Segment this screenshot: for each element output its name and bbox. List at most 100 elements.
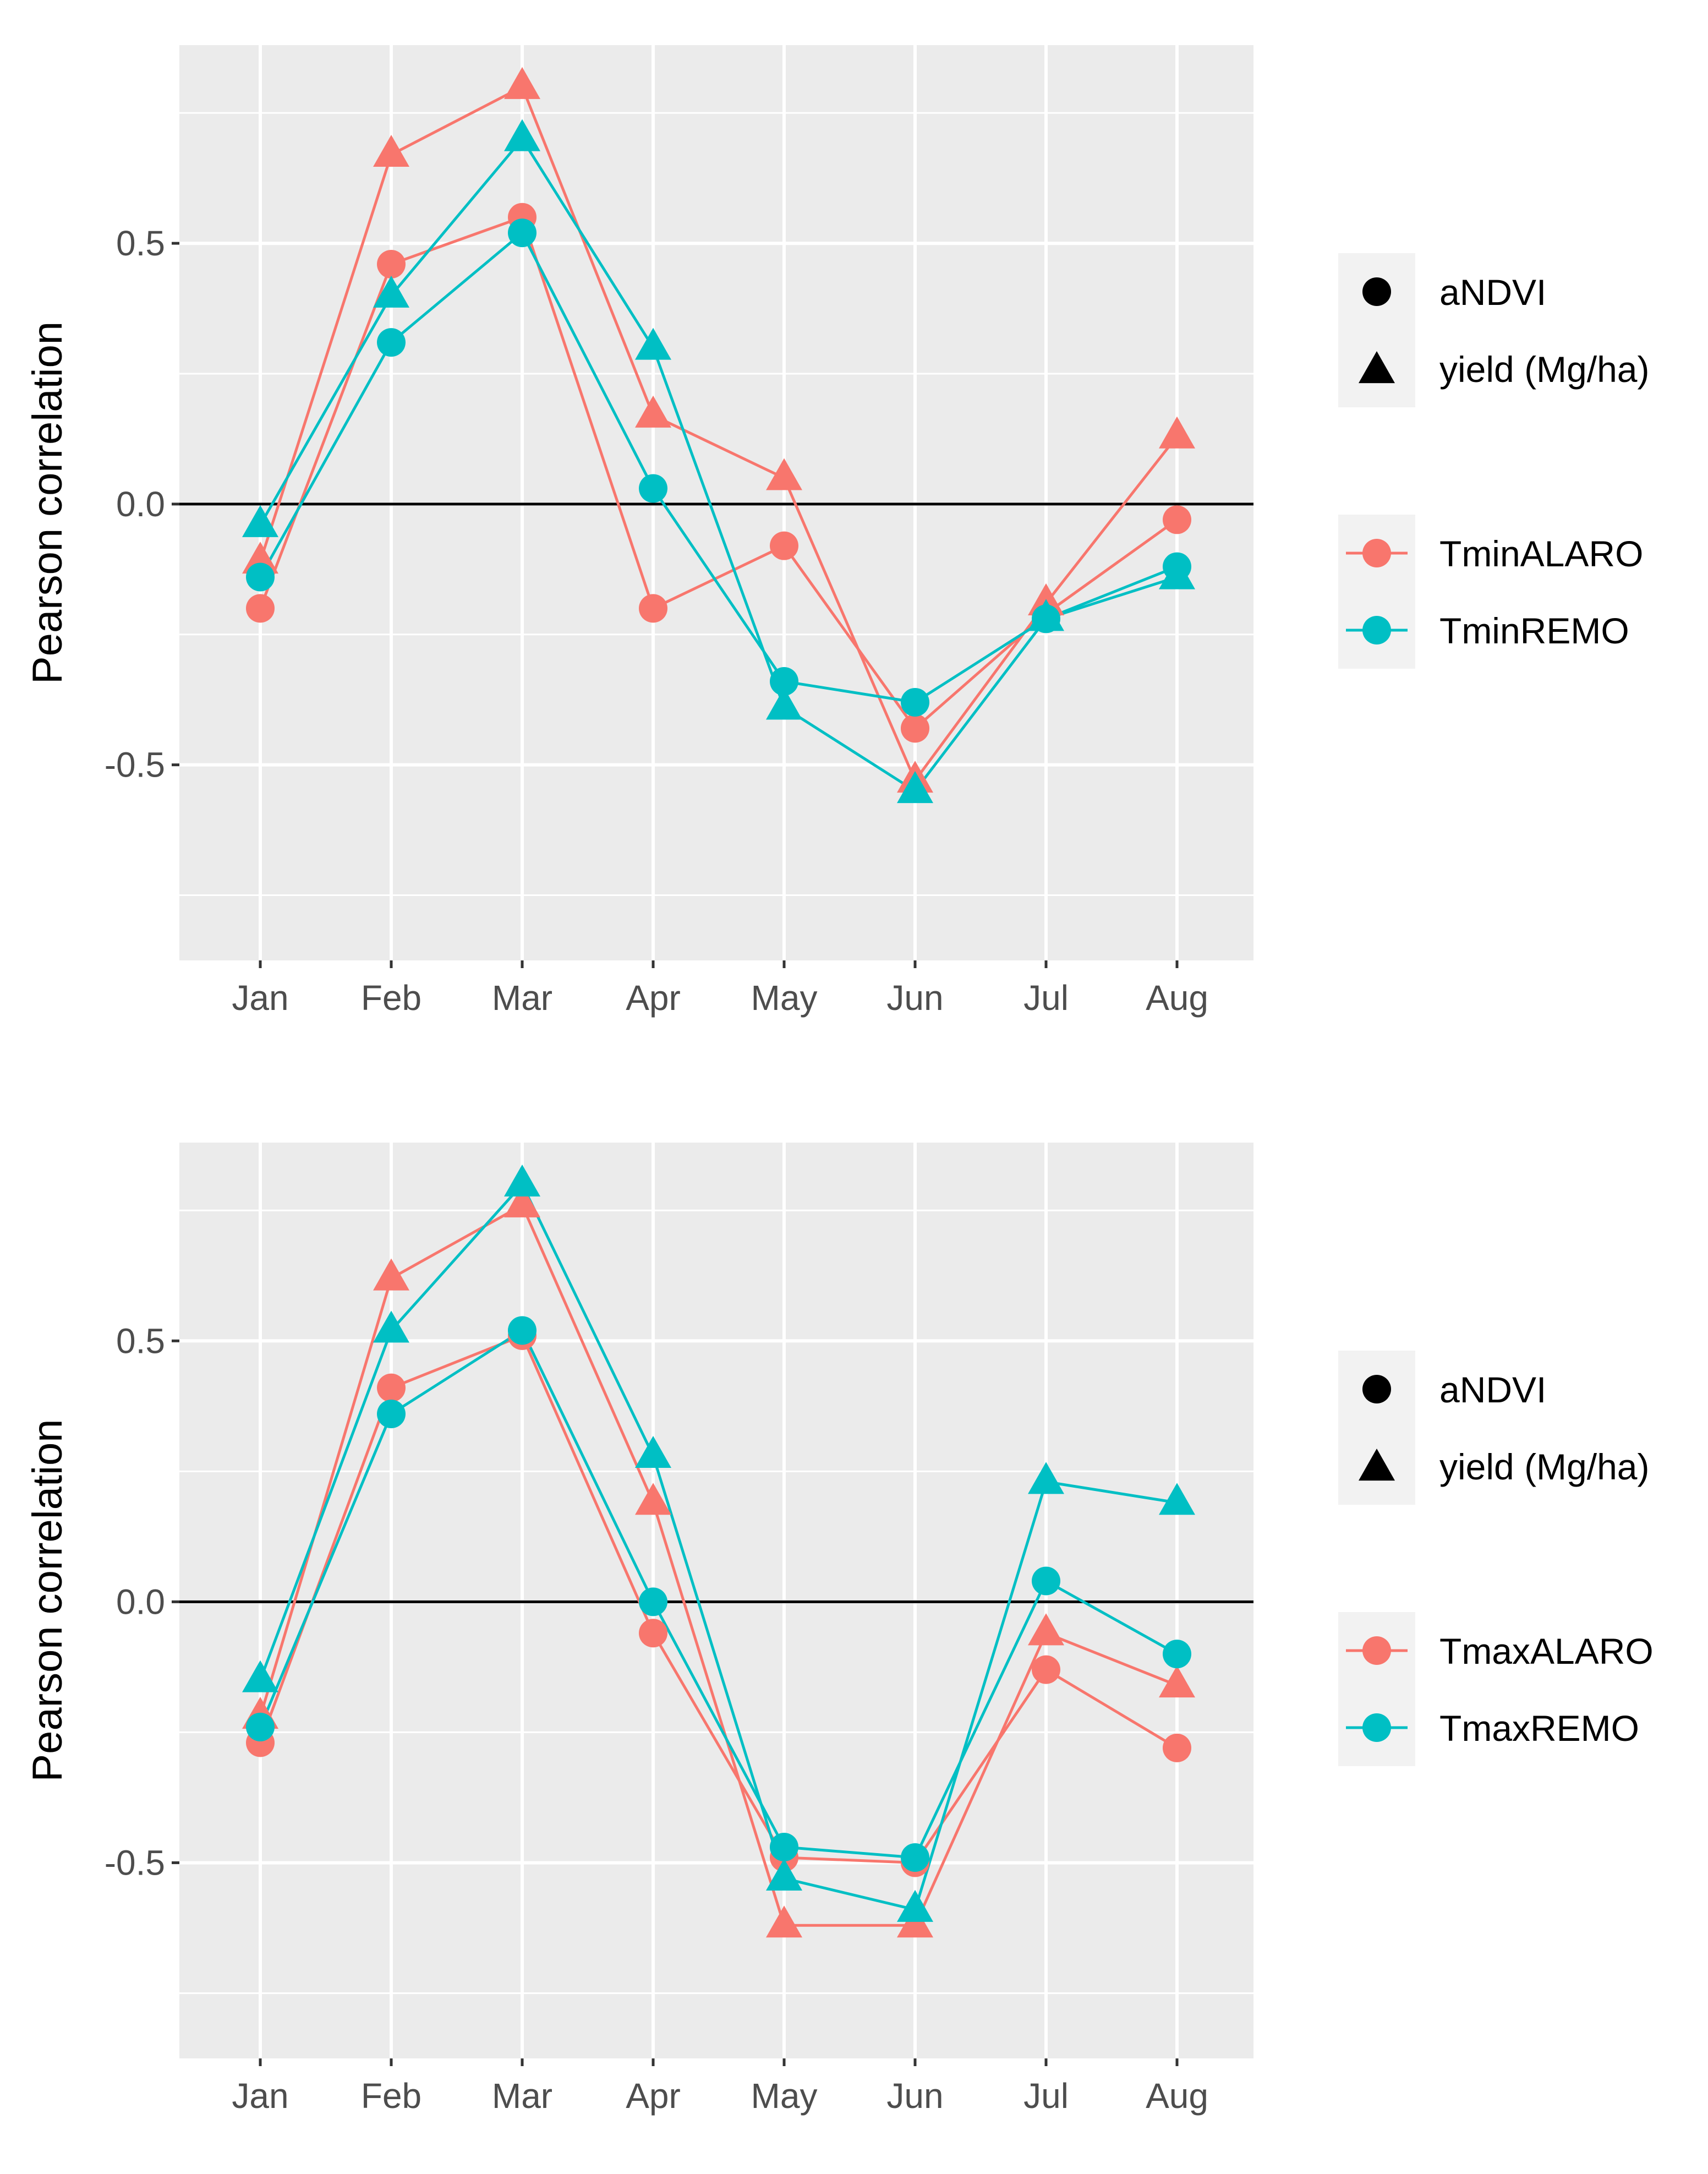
- data-point-triangle: [504, 119, 540, 151]
- x-tick-label: Aug: [1146, 978, 1208, 1018]
- y-tick-label: 0.0: [116, 484, 165, 524]
- x-tick-label: Jan: [232, 2076, 288, 2116]
- x-tick-label: May: [751, 978, 818, 1018]
- data-point-triangle: [1159, 1665, 1195, 1698]
- x-tick-label: Jan: [232, 978, 288, 1018]
- x-tick-label: Jul: [1023, 978, 1069, 1018]
- data-point-circle: [639, 1587, 667, 1616]
- legend-label: TmaxALARO: [1439, 1631, 1654, 1672]
- data-point-circle: [639, 594, 667, 623]
- legend-circle-symbol: [1362, 1375, 1391, 1403]
- legend-label: TminREMO: [1439, 610, 1629, 651]
- data-point-circle: [901, 687, 929, 717]
- data-point-circle: [639, 474, 667, 503]
- x-tick-label: Jun: [886, 978, 943, 1018]
- data-point-triangle: [1028, 1613, 1064, 1646]
- data-point-triangle: [766, 1905, 802, 1938]
- data-point-circle: [770, 531, 798, 560]
- legend-circle-symbol: [1362, 616, 1391, 644]
- series-line: [259, 136, 1178, 793]
- legend: aNDVI yield (Mg/ha) TmaxALARO TmaxREMO: [1338, 1351, 1654, 1766]
- data-point-triangle: [373, 134, 409, 167]
- legend-circle-symbol: [1362, 539, 1391, 567]
- series-line: [259, 1203, 1178, 1927]
- y-tick-label: 0.0: [116, 1582, 165, 1621]
- y-axis-title: Pearson correlation: [24, 321, 71, 684]
- series-line: [259, 1182, 1178, 1911]
- y-tick-label: -0.5: [105, 745, 165, 785]
- legend-label: aNDVI: [1439, 1369, 1546, 1410]
- x-tick-label: Feb: [361, 2076, 421, 2116]
- data-point-circle: [246, 562, 275, 592]
- data-point-circle: [901, 714, 929, 743]
- legend-label: TminALARO: [1439, 533, 1643, 574]
- data-point-circle: [1163, 1640, 1191, 1669]
- data-point-triangle: [1159, 1483, 1195, 1515]
- data-point-triangle: [242, 1660, 278, 1692]
- x-tick-label: Mar: [492, 2076, 552, 2116]
- data-point-triangle: [373, 275, 409, 308]
- data-point-triangle: [766, 458, 802, 490]
- data-point-triangle: [504, 1164, 540, 1197]
- chart-2: -0.5 0.0 0.5 Jan Feb Mar Apr May Jun Jul Aug Pearso…: [24, 1143, 1654, 2116]
- data-point-circle: [770, 667, 798, 696]
- data-point-triangle: [1159, 557, 1195, 589]
- y-tick-label: 0.5: [116, 223, 165, 263]
- data-point-triangle: [635, 1435, 671, 1468]
- series-line: [259, 1334, 1178, 1864]
- data-point-circle: [246, 594, 275, 623]
- legend-label: aNDVI: [1439, 272, 1546, 313]
- legend-label: yield (Mg/ha): [1439, 1446, 1649, 1487]
- data-point-triangle: [635, 395, 671, 428]
- data-point-circle: [770, 1833, 798, 1861]
- legend: aNDVI yield (Mg/ha) TminALARO TminREMO: [1338, 253, 1649, 669]
- data-point-circle: [901, 1843, 929, 1872]
- data-point-triangle: [373, 1310, 409, 1343]
- data-point-circle: [1163, 505, 1191, 534]
- data-point-triangle: [897, 1889, 933, 1922]
- x-tick-label: May: [751, 2076, 818, 2116]
- data-point-circle: [1032, 1566, 1060, 1596]
- data-point-triangle: [635, 1483, 671, 1515]
- data-point-circle: [639, 1619, 667, 1648]
- data-point-triangle: [897, 771, 933, 804]
- data-point-triangle: [635, 327, 671, 360]
- data-point-triangle: [242, 542, 278, 574]
- data-point-triangle: [242, 505, 278, 537]
- data-point-circle: [377, 1373, 406, 1402]
- x-tick-label: Apr: [626, 978, 681, 1018]
- legend-circle-symbol: [1362, 1713, 1391, 1742]
- x-tick-label: Jun: [886, 2076, 943, 2116]
- data-point-triangle: [1159, 416, 1195, 449]
- x-tick-label: Mar: [492, 978, 552, 1018]
- y-axis-title: Pearson correlation: [24, 1419, 71, 1782]
- data-point-circle: [508, 219, 537, 248]
- data-point-triangle: [1028, 599, 1064, 631]
- data-point-triangle: [1028, 1462, 1064, 1494]
- data-point-circle: [1032, 1655, 1060, 1684]
- data-point-triangle: [766, 687, 802, 720]
- series-line: [259, 1328, 1178, 1859]
- x-tick-label: Jul: [1023, 2076, 1069, 2116]
- legend-label: TmaxREMO: [1439, 1708, 1639, 1749]
- data-point-circle: [377, 1400, 406, 1429]
- data-point-circle: [246, 1712, 275, 1741]
- legend-circle-symbol: [1362, 277, 1391, 306]
- data-point-triangle: [766, 1858, 802, 1891]
- data-point-circle: [1163, 1733, 1191, 1762]
- x-tick-label: Feb: [361, 978, 421, 1018]
- series-line: [259, 231, 1178, 704]
- legend-circle-symbol: [1362, 1636, 1391, 1665]
- data-point-triangle: [373, 1258, 409, 1291]
- chart-1: -0.5 0.0 0.5 Jan Feb Mar Apr May Jun Jul Aug Pearso…: [24, 45, 1649, 1018]
- data-point-circle: [377, 328, 406, 357]
- x-tick-label: Aug: [1146, 2076, 1208, 2116]
- data-point-circle: [377, 249, 406, 278]
- x-tick-label: Apr: [626, 2076, 681, 2116]
- y-tick-label: 0.5: [116, 1321, 165, 1361]
- legend-triangle-symbol: [1359, 351, 1395, 384]
- legend-triangle-symbol: [1359, 1448, 1395, 1481]
- legend-label: yield (Mg/ha): [1439, 349, 1649, 390]
- data-point-triangle: [504, 67, 540, 99]
